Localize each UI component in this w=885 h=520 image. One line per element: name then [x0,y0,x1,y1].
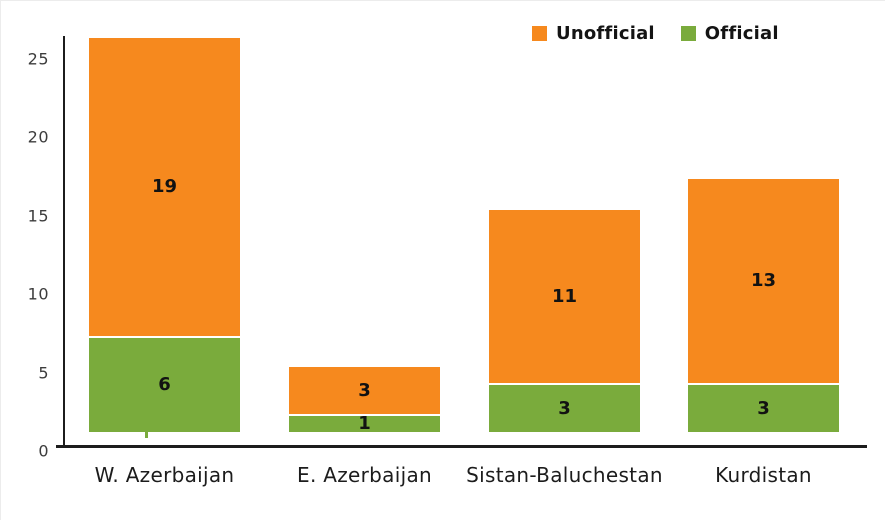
bar-segment-unofficial-e-azerbaijan: 3 [289,367,440,414]
bar-value-label: 3 [358,379,371,401]
x-axis-label-e-azerbaijan: E. Azerbaijan [297,463,432,487]
bar-value-label: 3 [558,397,571,419]
bar-segment-official-sistan-baluchestan: 3 [489,385,640,432]
y-axis-tick-label: 25 [27,49,49,68]
bar-segment-unofficial-sistan-baluchestan: 11 [489,210,640,383]
bar-segment-official-w-azerbaijan: 6 [89,338,240,432]
chart-legend: Unofficial Official [532,23,779,44]
y-axis-tick-label: 0 [38,441,49,461]
bar-value-label: 3 [757,397,770,419]
y-axis-tick-label: 5 [38,363,49,382]
legend-label: Unofficial [556,23,655,44]
bar-baseline-notch-icon [145,431,148,438]
y-axis-line [63,36,65,448]
x-axis-label-kurdistan: Kurdistan [715,463,812,487]
legend-label: Official [704,23,779,44]
bar-value-label: 13 [750,270,777,291]
bar-value-label: 19 [151,176,178,197]
bar-value-label: 11 [551,285,578,307]
bar-value-label: 6 [158,374,171,395]
bar-segment-official-e-azerbaijan: 1 [289,413,440,434]
y-axis-tick-label: 15 [27,206,49,225]
bar-segment-official-kurdistan: 3 [688,385,839,432]
bar-value-label: 1 [358,413,371,434]
x-axis-label-sistan-baluchestan: Sistan-Baluchestan [466,463,663,487]
bar-segment-unofficial-w-azerbaijan: 19 [89,38,240,336]
bar-segment-unofficial-kurdistan: 13 [688,179,839,383]
legend-item-official: Official [680,23,779,44]
x-axis-label-w-azerbaijan: W. Azerbaijan [94,463,235,487]
legend-swatch-icon [680,26,696,41]
y-axis-tick-label: 20 [27,127,49,147]
legend-swatch-icon [532,26,547,41]
legend-item-unofficial: Unofficial [532,23,655,44]
y-axis-tick-label: 10 [27,284,49,304]
x-axis-line [56,445,867,448]
